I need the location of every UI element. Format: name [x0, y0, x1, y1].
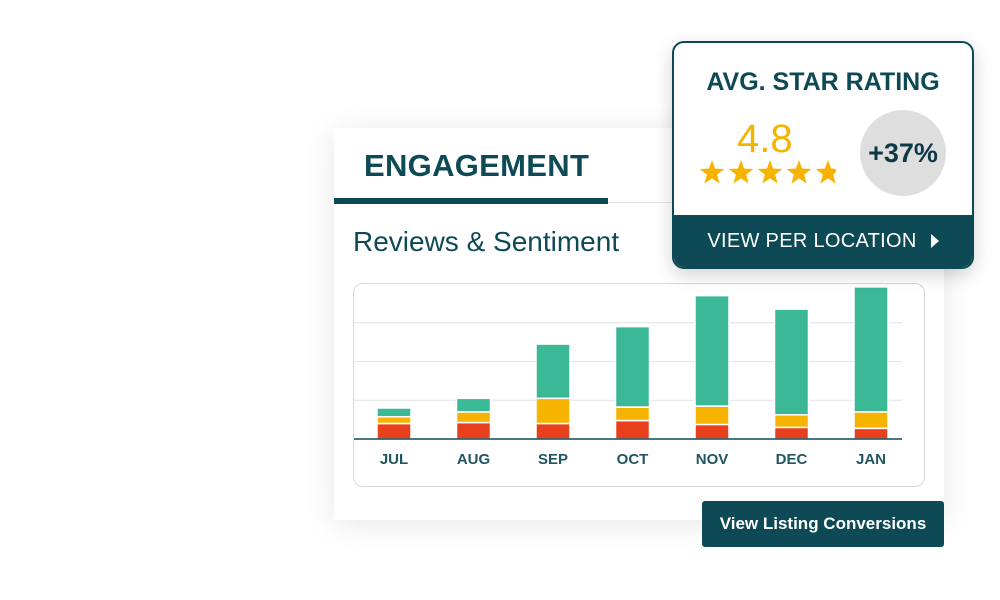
- x-tick-label: AUG: [457, 451, 490, 468]
- star-icon: [699, 160, 725, 184]
- x-tick-label: NOV: [696, 451, 729, 468]
- x-tick-label: JAN: [856, 451, 886, 468]
- bar-segment-positive-jul: [376, 407, 412, 418]
- bar-segment-negative-oct: [614, 419, 651, 440]
- x-tick-label: JUL: [380, 451, 408, 468]
- bar-segment-positive-dec: [773, 308, 810, 416]
- caret-right-icon: [930, 234, 939, 248]
- bar-segment-neutral-sep: [535, 397, 571, 425]
- star-icon: [815, 160, 836, 184]
- change-badge: +37%: [860, 110, 946, 196]
- bar-segment-negative-jan: [853, 427, 889, 440]
- star-icon: [757, 160, 783, 184]
- bar-segment-negative-sep: [535, 422, 571, 440]
- star-icon: [728, 160, 754, 184]
- bar-segment-neutral-dec: [773, 414, 810, 429]
- bar-segment-negative-dec: [773, 426, 810, 440]
- bar-segment-positive-nov: [694, 294, 730, 407]
- bar-segment-positive-oct: [614, 325, 651, 408]
- x-tick-label: OCT: [617, 451, 649, 468]
- bar-segment-positive-aug: [455, 397, 492, 413]
- avg-star-rating-card: AVG. STAR RATING 4.8 +37% VIEW PER LOCAT…: [672, 41, 974, 269]
- reviews-chart: JUL AUG SEP OCT NOV DEC JAN: [353, 283, 925, 487]
- bar-segment-negative-nov: [694, 423, 730, 440]
- x-tick-label: SEP: [538, 451, 568, 468]
- bar-segment-positive-jan: [853, 286, 889, 413]
- bar-segment-neutral-jul: [376, 415, 412, 425]
- view-per-location-button[interactable]: VIEW PER LOCATION: [674, 215, 972, 267]
- rating-title: AVG. STAR RATING: [706, 68, 940, 96]
- bar-segment-negative-jul: [376, 422, 412, 440]
- view-listing-conversions-button[interactable]: View Listing Conversions: [702, 501, 944, 547]
- bar-segment-neutral-aug: [455, 411, 492, 424]
- bar-segment-neutral-nov: [694, 405, 730, 426]
- star-icon: [786, 160, 812, 184]
- bar-segment-negative-aug: [455, 421, 492, 440]
- tab-active-indicator: [334, 198, 608, 204]
- chart-svg: JUL AUG SEP OCT NOV DEC JAN: [354, 286, 902, 468]
- tab-engagement[interactable]: ENGAGEMENT: [364, 148, 590, 183]
- bar-segment-positive-sep: [535, 343, 571, 400]
- section-title: Reviews & Sentiment: [353, 226, 620, 257]
- bar-segment-neutral-jan: [853, 411, 889, 430]
- x-tick-label: DEC: [776, 451, 808, 468]
- star-rating: [699, 160, 836, 184]
- rating-value: 4.8: [737, 117, 793, 161]
- bar-segment-neutral-oct: [614, 406, 651, 422]
- view-per-location-label: VIEW PER LOCATION: [707, 229, 917, 252]
